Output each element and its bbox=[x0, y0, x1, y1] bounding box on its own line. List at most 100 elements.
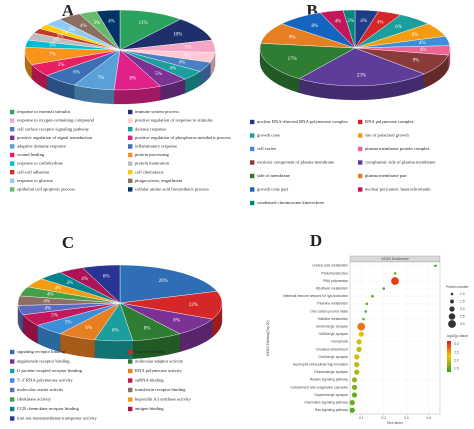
dot bbox=[356, 339, 362, 345]
dot bbox=[354, 369, 360, 375]
legend-swatch bbox=[10, 178, 15, 183]
dot bbox=[356, 346, 362, 352]
legend-label: RNA polymerase complex bbox=[365, 119, 414, 124]
legend-swatch bbox=[128, 378, 133, 383]
slice-label: 9% bbox=[413, 59, 420, 64]
legend-swatch bbox=[10, 349, 15, 355]
slice-label: 5% bbox=[155, 72, 162, 77]
legend-swatch bbox=[128, 118, 133, 123]
slice-label: 6% bbox=[412, 33, 419, 38]
dot bbox=[358, 331, 364, 337]
legend-label: site of polarized growth bbox=[365, 133, 409, 138]
y-tick-label: Riboflavin metabolism bbox=[316, 286, 349, 290]
legend-label: ribokinase activity bbox=[17, 397, 52, 402]
slice-label: 10% bbox=[173, 33, 182, 38]
x-tick-label: 0.3 bbox=[404, 416, 409, 420]
legend-label: nuclear DNA-directed RNA polymerase comp… bbox=[257, 119, 349, 124]
pie-slice bbox=[96, 9, 121, 51]
legend-swatch bbox=[358, 160, 363, 165]
legend-label: growth cone bbox=[257, 133, 280, 138]
legend-swatch bbox=[128, 368, 133, 374]
legend-label: response to carbohydrate bbox=[17, 161, 63, 166]
slice-label: 4% bbox=[45, 306, 52, 311]
legend-swatch bbox=[250, 160, 255, 165]
slice-label: 7% bbox=[98, 76, 105, 81]
slice-label: 5% bbox=[58, 63, 65, 68]
colorbar-label: 2.0 bbox=[454, 358, 459, 362]
color-legend-title: -log10(p-value) bbox=[446, 334, 468, 338]
slice-label: 5% bbox=[65, 320, 72, 325]
legend-swatch bbox=[10, 416, 15, 421]
legend-label: G protein-coupled receptor binding bbox=[17, 368, 83, 373]
legend-label: cell surface receptor signaling pathway bbox=[17, 126, 90, 131]
legend-label: epithelial cell apoptotic process bbox=[17, 186, 75, 191]
slice-label: 4% bbox=[80, 24, 87, 29]
legend-swatch bbox=[10, 161, 15, 166]
pie-slice bbox=[119, 264, 218, 304]
legend-label: CCR chemokine receptor binding bbox=[17, 406, 80, 411]
colorbar-label: 3.0 bbox=[454, 342, 459, 346]
slice-label: 4% bbox=[420, 48, 427, 53]
slice-label: 6% bbox=[395, 25, 402, 30]
legend-swatch bbox=[10, 406, 15, 412]
legend-label: molecular adaptor activity bbox=[135, 359, 184, 364]
legend-swatch bbox=[128, 187, 133, 192]
legend-label: response to glucose bbox=[17, 178, 53, 183]
slice-label: 2% bbox=[57, 34, 64, 39]
y-tick-label: Glutamatergic synapse bbox=[314, 370, 348, 374]
slice-label: 8% bbox=[173, 319, 180, 324]
legend-label: angiotensin receptor binding bbox=[17, 359, 70, 364]
slice-label: 11% bbox=[139, 21, 148, 26]
legend-swatch bbox=[10, 170, 15, 175]
legend-swatch bbox=[10, 118, 15, 123]
y-tick-label: Cholinergic synapse bbox=[318, 355, 348, 359]
legend-label: condensed chromosome kinetochore bbox=[257, 200, 324, 205]
y-tick-label: Dopaminergic synapse bbox=[314, 393, 348, 397]
pie-side bbox=[94, 339, 133, 360]
legend-label: positive regulation of signal transducti… bbox=[17, 135, 93, 140]
dot bbox=[393, 272, 397, 275]
legend-label: iron ion transmembrane transporter activ… bbox=[17, 416, 98, 421]
legend-label: protein maturation bbox=[135, 161, 170, 166]
slice-label: 17% bbox=[288, 57, 297, 62]
legend-label: cytoplasmic side of plasma membrane bbox=[365, 160, 435, 165]
size-legend-label: 2.5 bbox=[460, 314, 465, 318]
slice-label: 3% bbox=[68, 28, 75, 33]
slice-label: 5% bbox=[185, 45, 192, 50]
legend-label: wound healing bbox=[17, 152, 45, 157]
legend-swatch bbox=[10, 144, 15, 149]
legend-swatch bbox=[10, 109, 15, 115]
slice-label: 20% bbox=[159, 279, 168, 284]
y-tick-label: Ferroptosis bbox=[332, 340, 349, 344]
legend-swatch bbox=[128, 135, 133, 140]
y-tick-label: Complement and coagulation cascades bbox=[290, 385, 348, 389]
slice-label: 5% bbox=[51, 314, 58, 319]
legend-label: cellular amino acid biosynthetic process bbox=[135, 186, 209, 191]
y-tick-label: Chemokine signaling pathway bbox=[304, 400, 348, 404]
legend-label: protein processing bbox=[135, 152, 170, 157]
dot bbox=[351, 392, 358, 398]
y-tick-label: Intestinal immune network for IgA produc… bbox=[283, 294, 348, 298]
size-legend-dot bbox=[448, 313, 456, 320]
legend-swatch bbox=[10, 359, 15, 364]
dot bbox=[364, 310, 368, 313]
legend-label: iron ion binding bbox=[135, 349, 165, 354]
slice-label: 7% bbox=[49, 53, 56, 58]
legend-swatch bbox=[358, 119, 363, 125]
size-legend-dot bbox=[448, 320, 456, 328]
legend-swatch bbox=[128, 109, 133, 115]
y-tick-label: One carbon pool by folate bbox=[310, 309, 348, 313]
y-tick-label: Serotonergic synapse bbox=[316, 324, 348, 328]
legend-label: response to oxygen-containing compound bbox=[17, 118, 95, 123]
y-tick-label: Linoleic acid metabolism bbox=[312, 264, 348, 268]
pie-slice bbox=[119, 291, 223, 320]
colorbar-label: 1.5 bbox=[454, 367, 459, 371]
pie-slice bbox=[342, 9, 356, 49]
plot-title: KEGG Enrichment bbox=[381, 257, 408, 261]
slice-label: 12% bbox=[189, 303, 198, 308]
legend-label: phagocytosis, engulfment bbox=[135, 178, 183, 184]
slice-label: 2% bbox=[61, 31, 68, 36]
x-axis-title: Rich factor bbox=[387, 421, 404, 425]
pie-slice bbox=[82, 264, 121, 304]
